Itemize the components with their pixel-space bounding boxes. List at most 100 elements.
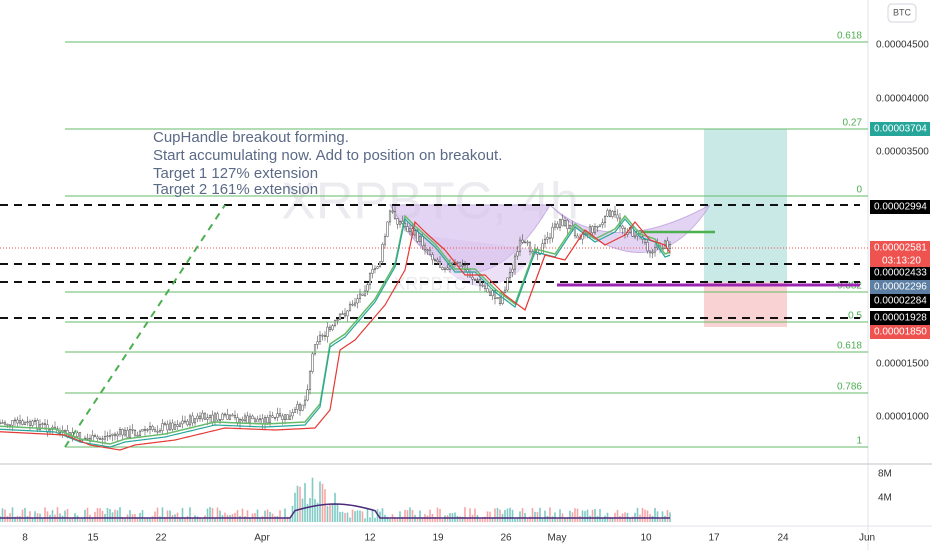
candle bbox=[576, 235, 579, 239]
candle bbox=[456, 262, 459, 264]
volume-bar bbox=[244, 516, 246, 522]
candle bbox=[268, 415, 272, 424]
volume-bar bbox=[156, 507, 159, 522]
candle bbox=[16, 419, 19, 424]
candle bbox=[566, 220, 569, 230]
candle bbox=[138, 430, 142, 436]
volume-bar bbox=[436, 507, 439, 522]
volume-bar bbox=[239, 515, 241, 522]
candle bbox=[136, 434, 139, 437]
candle bbox=[543, 238, 547, 244]
volume-bar bbox=[611, 518, 614, 522]
volume-bar bbox=[201, 518, 204, 522]
volume-bar bbox=[31, 517, 34, 522]
volume-bar bbox=[16, 515, 19, 522]
candle bbox=[121, 429, 124, 436]
volume-bar bbox=[356, 510, 359, 522]
volume-bar bbox=[56, 507, 59, 522]
volume-bar bbox=[61, 515, 64, 522]
volume-bar bbox=[396, 518, 399, 522]
volume-bar bbox=[599, 509, 601, 522]
volume-bar bbox=[289, 518, 291, 522]
candle bbox=[248, 415, 252, 423]
candle bbox=[433, 259, 437, 262]
currency-button[interactable] bbox=[887, 3, 917, 23]
candle bbox=[506, 277, 509, 291]
date-label: Apr bbox=[254, 533, 270, 544]
candle bbox=[241, 418, 244, 422]
currency-label[interactable]: BTC bbox=[893, 7, 912, 17]
volume-bar bbox=[101, 510, 104, 522]
candle bbox=[36, 419, 39, 430]
price-axis: 0.00004500 0.00004000 0.00003500 0.00001500… bbox=[22, 40, 930, 544]
candle bbox=[116, 433, 119, 437]
volume-bar bbox=[191, 518, 194, 522]
volume-bar bbox=[346, 512, 349, 522]
volume-bar bbox=[344, 512, 346, 522]
candle bbox=[511, 268, 514, 273]
volume-bar bbox=[91, 518, 94, 522]
volume-bar bbox=[299, 486, 301, 522]
volume-bar bbox=[51, 510, 54, 522]
volume-bar bbox=[609, 517, 611, 522]
candle bbox=[413, 230, 417, 236]
candle bbox=[178, 423, 182, 427]
candle bbox=[398, 220, 402, 225]
candle bbox=[518, 239, 522, 252]
volume-bar bbox=[276, 516, 279, 522]
candle bbox=[606, 210, 609, 217]
candle bbox=[171, 422, 174, 430]
volume-bar bbox=[269, 511, 271, 522]
candle bbox=[201, 412, 204, 420]
volume-bar bbox=[399, 511, 401, 522]
fib-label: 0.27 bbox=[843, 118, 863, 129]
candle bbox=[113, 433, 117, 437]
volume-bar bbox=[574, 508, 576, 522]
volume-bar bbox=[664, 515, 666, 522]
candle bbox=[221, 413, 224, 421]
volume-bar bbox=[324, 489, 326, 522]
volume-bar bbox=[534, 511, 536, 522]
price-badge bbox=[870, 200, 930, 214]
volume-bar bbox=[339, 511, 341, 522]
volume-bar bbox=[326, 505, 329, 522]
candles bbox=[0, 205, 672, 451]
candle bbox=[441, 267, 444, 270]
price-badge bbox=[870, 266, 930, 280]
volume-bar bbox=[366, 507, 369, 522]
candle bbox=[386, 221, 389, 237]
candle bbox=[306, 389, 309, 401]
volume-bar bbox=[646, 510, 649, 522]
candle bbox=[156, 430, 159, 433]
candle bbox=[96, 436, 99, 439]
trend-line bbox=[64, 204, 226, 448]
volume-bar bbox=[601, 518, 604, 522]
candle bbox=[368, 273, 372, 285]
volume-bar bbox=[531, 508, 534, 522]
volume-bar bbox=[544, 510, 546, 522]
date-label: Jun bbox=[859, 533, 875, 544]
volume-bar bbox=[519, 511, 521, 522]
candle bbox=[103, 436, 107, 440]
volume-bar bbox=[659, 518, 661, 522]
candle bbox=[181, 420, 184, 425]
volume-bar bbox=[604, 515, 606, 522]
volume-bar bbox=[579, 516, 581, 522]
volume-bar bbox=[576, 508, 579, 522]
volume-bar bbox=[461, 516, 464, 522]
volume-bar bbox=[491, 517, 494, 522]
candle bbox=[273, 417, 277, 419]
candle bbox=[498, 297, 502, 304]
volume-bar bbox=[136, 517, 139, 522]
candle bbox=[561, 218, 564, 227]
volume-bar bbox=[529, 516, 531, 522]
fib-label: 0.786 bbox=[837, 382, 862, 393]
candle bbox=[106, 435, 109, 438]
volume-bar bbox=[256, 509, 259, 522]
volume-bar bbox=[159, 516, 161, 522]
candle bbox=[93, 435, 97, 438]
volume-bar bbox=[216, 507, 219, 522]
ma-line bbox=[0, 214, 671, 445]
candle bbox=[521, 239, 524, 243]
volume-bar bbox=[301, 498, 304, 522]
